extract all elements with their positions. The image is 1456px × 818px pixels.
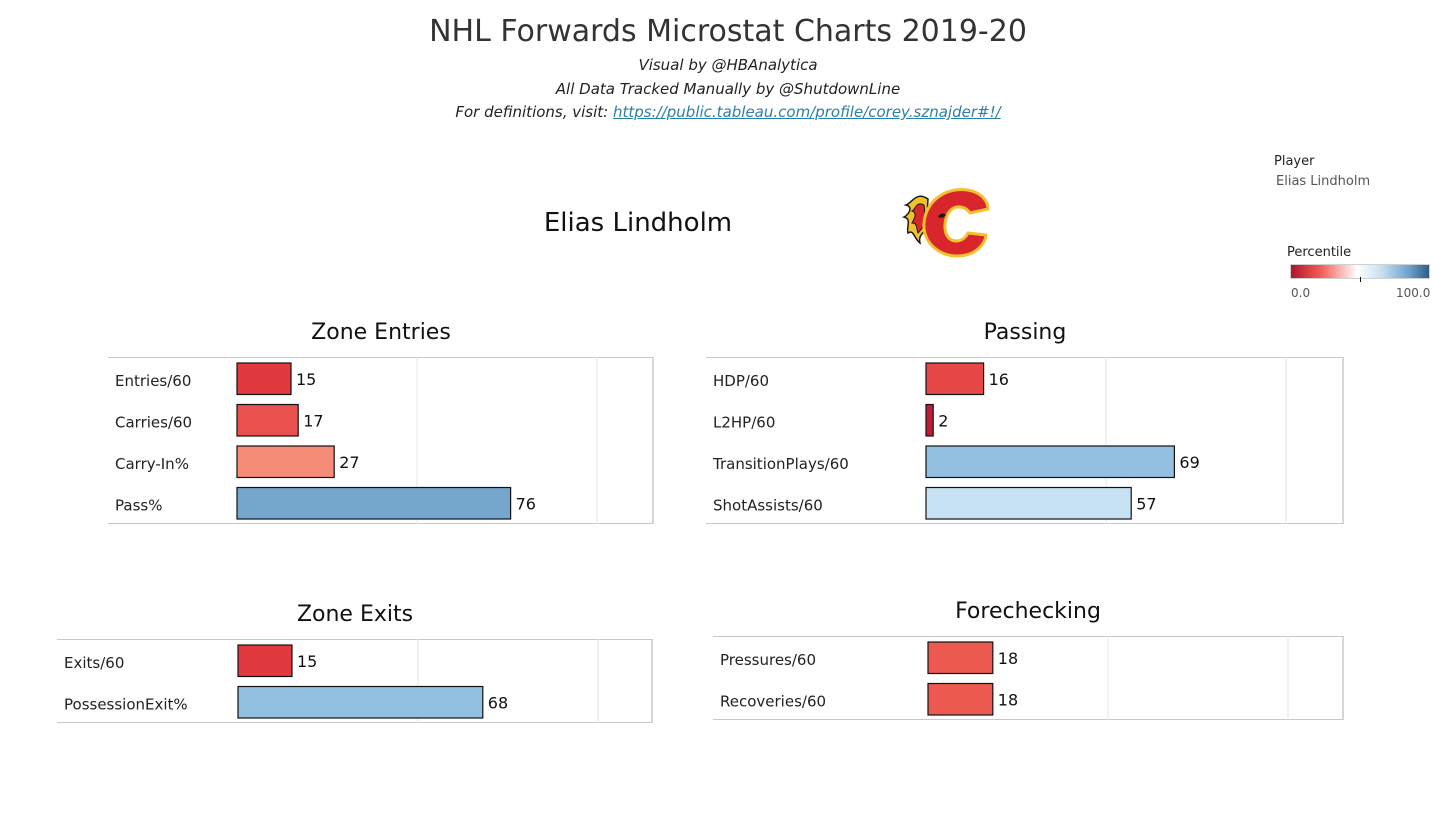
- category-label: ShotAssists/60: [713, 496, 823, 514]
- forechecking-title: Forechecking: [955, 599, 1101, 624]
- bar-shotassists-60: [925, 486, 1132, 520]
- category-label: TransitionPlays/60: [712, 455, 849, 473]
- definitions-link[interactable]: https://public.tableau.com/profile/corey…: [613, 103, 1001, 121]
- bar-value-label: 18: [998, 649, 1018, 668]
- data-credit: All Data Tracked Manually by @ShutdownLi…: [555, 80, 901, 98]
- zone-entries-chart: Entries/60 15 Carries/60 17 Carry-In% 27 Pass%…: [108, 357, 654, 524]
- player-filter-label: Player: [1274, 154, 1315, 169]
- category-label: Pass%: [115, 496, 162, 514]
- bar-possessionexit: [237, 685, 484, 719]
- bar-transitionplays-60: [925, 445, 1175, 479]
- bar-value-label: 16: [989, 370, 1009, 389]
- bar-value-label: 2: [938, 411, 948, 430]
- category-label: Exits/60: [64, 654, 124, 672]
- bar-carries-60: [236, 403, 299, 437]
- category-label: Entries/60: [115, 372, 191, 390]
- bar-value-label: 17: [303, 411, 323, 430]
- legend-midpoint-tick: [1360, 277, 1361, 282]
- category-label: Carry-In%: [115, 455, 189, 473]
- player-name: Elias Lindholm: [543, 208, 733, 238]
- bar-value-label: 18: [998, 690, 1018, 709]
- definitions-prefix: For definitions, visit:: [455, 103, 609, 121]
- zone-exits-title: Zone Exits: [296, 602, 414, 627]
- passing-title: Passing: [983, 320, 1067, 345]
- category-label: Carries/60: [115, 413, 192, 431]
- dashboard-title: NHL Forwards Microstat Charts 2019-20: [429, 14, 1027, 49]
- bar-value-label: 68: [488, 693, 508, 712]
- forechecking-chart: Pressures/60 18 Recoveries/60 18: [713, 636, 1344, 720]
- category-label: Recoveries/60: [720, 692, 826, 710]
- visual-credit: Visual by @HBAnalytica: [638, 56, 818, 74]
- definitions-line: For definitions, visit: https://public.t…: [0, 103, 1456, 121]
- bar-value-label: 69: [1179, 453, 1199, 472]
- bar-value-label: 76: [516, 494, 536, 513]
- category-label: L2HP/60: [713, 413, 775, 431]
- bar-entries-60: [236, 362, 292, 396]
- legend-min-label: 0.0: [1291, 286, 1311, 300]
- bar-hdp-60: [925, 362, 985, 396]
- bar-value-label: 15: [297, 652, 317, 671]
- bar-value-label: 15: [296, 370, 316, 389]
- bar-value-label: 57: [1136, 494, 1156, 513]
- zone-exits-chart: Exits/60 15 PossessionExit% 68: [57, 639, 653, 723]
- category-label: HDP/60: [713, 372, 769, 390]
- legend-max-label: 100.0: [1396, 286, 1431, 300]
- calgary-flames-logo-icon: [902, 188, 990, 258]
- legend-title: Percentile: [1287, 245, 1352, 260]
- bar-value-label: 27: [339, 453, 359, 472]
- bar-carry-in: [236, 445, 335, 479]
- zone-entries-title: Zone Entries: [311, 320, 451, 345]
- bar-exits-60: [237, 644, 293, 678]
- passing-chart: HDP/60 16 L2HP/60 2 TransitionPlays/60 69 Shot…: [706, 357, 1344, 524]
- bar-pass: [236, 486, 512, 520]
- player-filter-value[interactable]: Elias Lindholm: [1276, 174, 1371, 189]
- bar-recoveries-60: [927, 682, 994, 716]
- category-label: Pressures/60: [720, 651, 816, 669]
- category-label: PossessionExit%: [64, 695, 188, 713]
- bar-l2hp-60: [925, 403, 934, 437]
- bar-pressures-60: [927, 641, 994, 675]
